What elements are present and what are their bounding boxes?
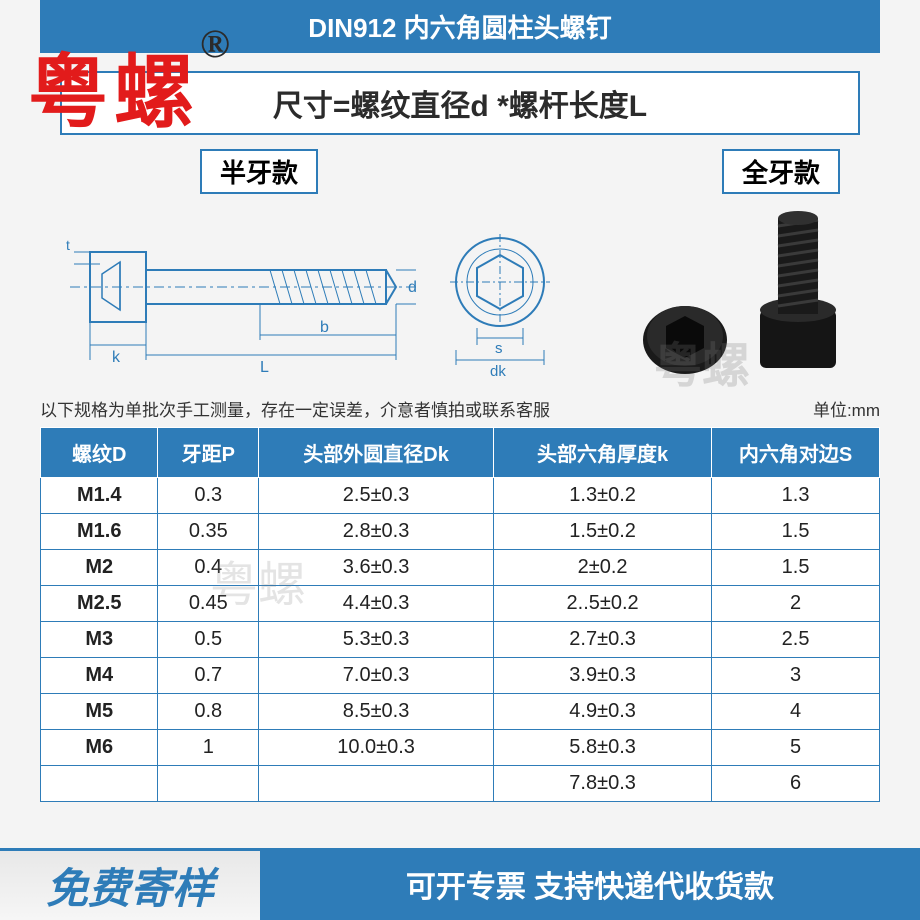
table-row: M1.40.32.5±0.31.3±0.21.3 (41, 478, 880, 514)
tag-full-thread: 全牙款 (722, 149, 840, 194)
watermark: 粤螺 (654, 326, 750, 396)
note-unit: 单位:mm (813, 396, 880, 421)
table-header: 牙距P (158, 428, 259, 478)
schematic-icon: k L b d t s dk (60, 210, 580, 380)
table-cell: M5 (41, 694, 158, 730)
table-cell: 0.7 (158, 658, 259, 694)
table-row: M30.55.3±0.32.7±0.32.5 (41, 622, 880, 658)
table-cell: M1.6 (41, 514, 158, 550)
bottom-bar: 免费寄样 可开专票 支持快递代收货款 (0, 848, 920, 920)
table-cell: 1.5 (712, 550, 880, 586)
tag-row: 半牙款 全牙款 (200, 149, 840, 194)
table-cell: M6 (41, 730, 158, 766)
table-cell: 5.8±0.3 (494, 730, 712, 766)
table-cell: 4 (712, 694, 880, 730)
table-header: 内六角对边S (712, 428, 880, 478)
table-cell: 0.5 (158, 622, 259, 658)
table-cell: 0.3 (158, 478, 259, 514)
svg-text:d: d (408, 279, 417, 296)
table-cell: 3 (712, 658, 880, 694)
table-cell: M3 (41, 622, 158, 658)
table-cell: 6 (712, 766, 880, 802)
table-cell: 2 (712, 586, 880, 622)
spec-table: 螺纹D牙距P头部外圆直径Dk头部六角厚度k内六角对边S M1.40.32.5±0… (40, 427, 880, 802)
table-cell (41, 766, 158, 802)
table-cell: 2±0.2 (494, 550, 712, 586)
table-cell: 1.5±0.2 (494, 514, 712, 550)
svg-text:s: s (495, 340, 503, 357)
table-cell: 0.8 (158, 694, 259, 730)
table-cell: 2.5±0.3 (259, 478, 494, 514)
table-cell: M2.5 (41, 586, 158, 622)
table-header: 头部外圆直径Dk (259, 428, 494, 478)
table-cell: 5 (712, 730, 880, 766)
table-cell: 2.5 (712, 622, 880, 658)
table-cell: M1.4 (41, 478, 158, 514)
table-cell: 10.0±0.3 (259, 730, 494, 766)
diagram-area: k L b d t s dk (40, 200, 880, 390)
table-cell: 1.3±0.2 (494, 478, 712, 514)
table-row: 7.8±0.36 (41, 766, 880, 802)
title-text: DIN912 内六角圆柱头螺钉 (308, 13, 611, 43)
tag-half-thread: 半牙款 (200, 149, 318, 194)
table-row: M6110.0±0.35.8±0.35 (41, 730, 880, 766)
table-cell: 5.3±0.3 (259, 622, 494, 658)
svg-text:t: t (66, 237, 70, 253)
table-header: 头部六角厚度k (494, 428, 712, 478)
table-row: M50.88.5±0.34.9±0.34 (41, 694, 880, 730)
bottom-left: 免费寄样 (0, 848, 260, 920)
note-left: 以下规格为单批次手工测量，存在一定误差，介意者慎拍或联系客服 (40, 396, 550, 421)
table-cell: 2..5±0.2 (494, 586, 712, 622)
table-cell (259, 766, 494, 802)
table-row: M40.77.0±0.33.9±0.33 (41, 658, 880, 694)
svg-text:k: k (112, 349, 121, 366)
table-cell: 1.3 (712, 478, 880, 514)
note-row: 以下规格为单批次手工测量，存在一定误差，介意者慎拍或联系客服 单位:mm (40, 396, 880, 421)
table-cell: M2 (41, 550, 158, 586)
brand-text: 粤螺 (28, 50, 200, 138)
svg-text:dk: dk (490, 363, 506, 380)
table-row: M20.43.6±0.32±0.21.5 (41, 550, 880, 586)
table-cell: 3.9±0.3 (494, 658, 712, 694)
brand-overlay: 粤螺® (28, 28, 236, 144)
table-cell: 1.5 (712, 514, 880, 550)
table-cell: 7.0±0.3 (259, 658, 494, 694)
svg-text:L: L (260, 359, 269, 376)
table-cell (158, 766, 259, 802)
watermark: 粤螺 (210, 545, 306, 615)
table-cell: 7.8±0.3 (494, 766, 712, 802)
table-cell: 8.5±0.3 (259, 694, 494, 730)
table-cell: 1 (158, 730, 259, 766)
table-cell: M4 (41, 658, 158, 694)
table-cell: 4.9±0.3 (494, 694, 712, 730)
table-row: M2.50.454.4±0.32..5±0.22 (41, 586, 880, 622)
table-row: M1.60.352.8±0.31.5±0.21.5 (41, 514, 880, 550)
registered-icon: ® (200, 21, 236, 66)
table-header: 螺纹D (41, 428, 158, 478)
formula-text: 尺寸=螺纹直径d *螺杆长度L (273, 90, 647, 123)
svg-text:b: b (320, 319, 329, 336)
table-cell: 2.7±0.3 (494, 622, 712, 658)
bottom-right: 可开专票 支持快递代收货款 (260, 848, 920, 920)
